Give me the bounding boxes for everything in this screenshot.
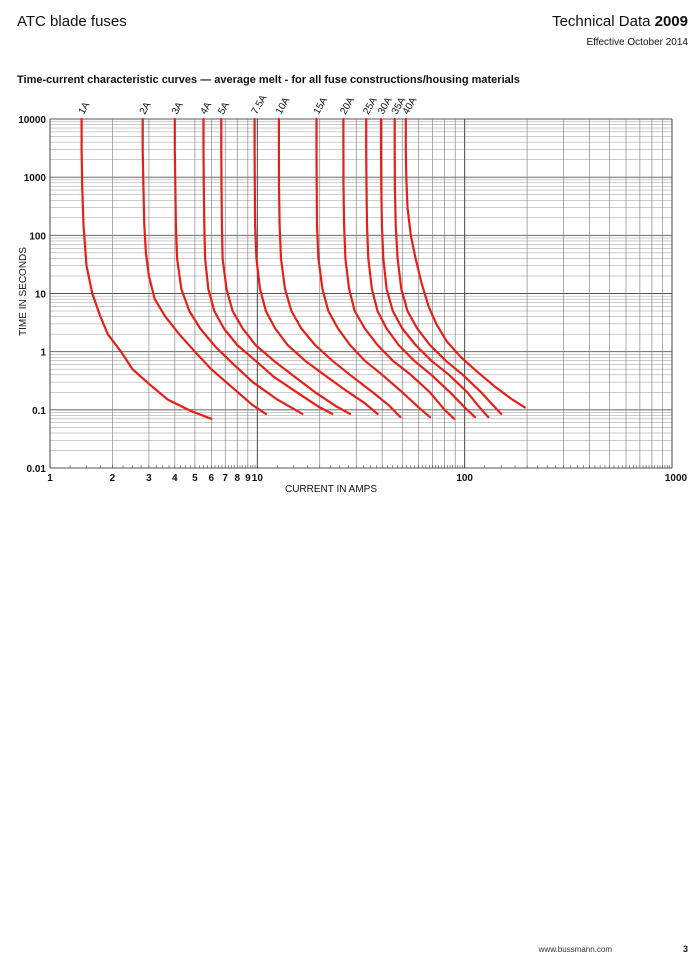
y-tick-label: 1000 — [24, 173, 47, 184]
doc-type: Technical Data — [552, 13, 651, 30]
curve-30Aa — [379, 117, 490, 419]
series-label: 10A — [274, 95, 293, 116]
curve-35Aa — [393, 117, 503, 415]
doc-number: 2009 — [654, 13, 688, 30]
footer-url: www.bussmann.com — [538, 945, 612, 954]
x-tick-label: 6 — [209, 473, 215, 484]
x-tick-label: 7 — [222, 473, 228, 484]
x-tick-label: 5 — [192, 473, 198, 484]
curve-1Aa — [80, 117, 213, 420]
curve-4Aa — [202, 117, 334, 415]
curve-20Aa — [342, 117, 456, 420]
curve-10Aa — [277, 117, 402, 419]
x-tick-label: 8 — [234, 473, 240, 484]
series-label: 7.5A — [250, 93, 270, 117]
series-label: 25A — [361, 95, 380, 116]
doc-type-header: Technical Data 2009 — [552, 13, 688, 30]
x-axis-label: CURRENT IN AMPS — [285, 484, 377, 495]
x-tick-label: 10 — [252, 473, 264, 484]
x-tick-label: 9 — [245, 473, 251, 484]
y-tick-label: 10 — [35, 290, 47, 301]
curve-7_5Aa — [253, 117, 379, 415]
series-label: 1A — [77, 100, 93, 116]
curve-3Aa — [173, 117, 304, 415]
x-tick-label: 1000 — [665, 473, 688, 484]
product-title: ATC blade fuses — [17, 13, 127, 30]
series-label: 15A — [312, 95, 331, 116]
x-tick-label: 1 — [47, 473, 53, 484]
y-axis-label: TIME IN SECONDS — [18, 247, 29, 336]
series-label: 20A — [338, 95, 357, 116]
y-tick-label: 1 — [40, 348, 46, 359]
series-label: 3A — [170, 100, 186, 116]
curve-25Aa — [365, 117, 476, 419]
chart-title: Time-current characteristic curves — ave… — [17, 74, 520, 86]
curve-2Aa — [141, 117, 267, 415]
y-tick-label: 0.1 — [32, 406, 46, 417]
chart-grid — [49, 118, 673, 469]
chart-curves — [80, 117, 526, 420]
x-tick-label: 3 — [146, 473, 152, 484]
series-label: 4A — [199, 100, 215, 116]
curve-15Aa — [315, 117, 431, 419]
series-label: 2A — [138, 100, 154, 116]
x-tick-label: 2 — [110, 473, 116, 484]
series-label: 5A — [216, 100, 232, 116]
x-tick-label: 100 — [456, 473, 473, 484]
x-tick-label: 4 — [172, 473, 178, 484]
effective-date: Effective October 2014 — [586, 37, 688, 48]
curve-5Aa — [220, 117, 352, 415]
page-number: 3 — [682, 944, 688, 954]
y-tick-label: 10000 — [18, 115, 46, 126]
y-tick-label: 100 — [29, 231, 46, 242]
y-tick-label: 0.01 — [27, 464, 47, 475]
curve-40Aa — [404, 117, 526, 409]
